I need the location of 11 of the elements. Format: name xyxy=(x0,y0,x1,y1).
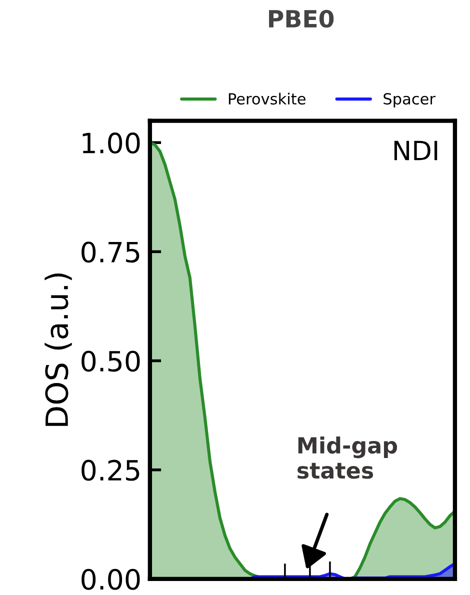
chart-title: PBE0 xyxy=(269,10,334,28)
legend-label: Perovskite xyxy=(228,92,306,105)
y-tick-label: 0.00 xyxy=(82,568,140,590)
y-axis-title: DOS (a.u.) xyxy=(44,273,72,426)
annotation: Mid-gap states xyxy=(297,436,398,479)
y-tick-label: 1.00 xyxy=(82,132,140,154)
y-tick-label: 0.75 xyxy=(82,242,140,263)
legend-label: Spacer xyxy=(384,93,436,108)
annotation: NDI xyxy=(394,140,438,160)
y-tick-label: 0.50 xyxy=(82,350,140,372)
y-tick-label: 0.25 xyxy=(82,460,140,481)
